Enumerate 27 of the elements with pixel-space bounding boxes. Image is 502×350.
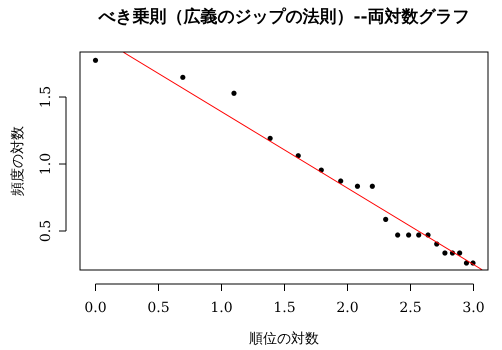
point [383, 216, 388, 222]
y-tick-label: 1.5 [38, 86, 54, 108]
y-tick-label: 1.0 [38, 152, 54, 176]
point [231, 90, 237, 96]
point [442, 250, 448, 256]
y-tick-label: 0.5 [38, 220, 54, 242]
point [268, 136, 273, 141]
point [354, 184, 360, 189]
x-tick-label: 3.0 [462, 300, 485, 316]
point [92, 58, 98, 63]
point [180, 74, 186, 80]
x-tick-label: 0.0 [84, 300, 107, 316]
point [338, 178, 344, 184]
point [395, 232, 400, 238]
point [457, 250, 462, 256]
y-axis-title: 頻度の対数 [10, 126, 26, 196]
point [406, 232, 412, 238]
x-tick-label: 1.0 [210, 300, 233, 316]
point [464, 260, 470, 266]
x-tick-label: 1.5 [273, 300, 296, 316]
chart-title: べき乗則（広義のジップの法則）--両対数グラフ [97, 7, 470, 27]
point [370, 184, 375, 189]
x-axis-title: 順位の対数 [249, 331, 319, 347]
x-tick-label: 0.5 [147, 300, 170, 316]
x-tick-label: 2.0 [336, 300, 359, 316]
x-tick-label: 2.5 [399, 300, 422, 316]
point [416, 232, 422, 238]
